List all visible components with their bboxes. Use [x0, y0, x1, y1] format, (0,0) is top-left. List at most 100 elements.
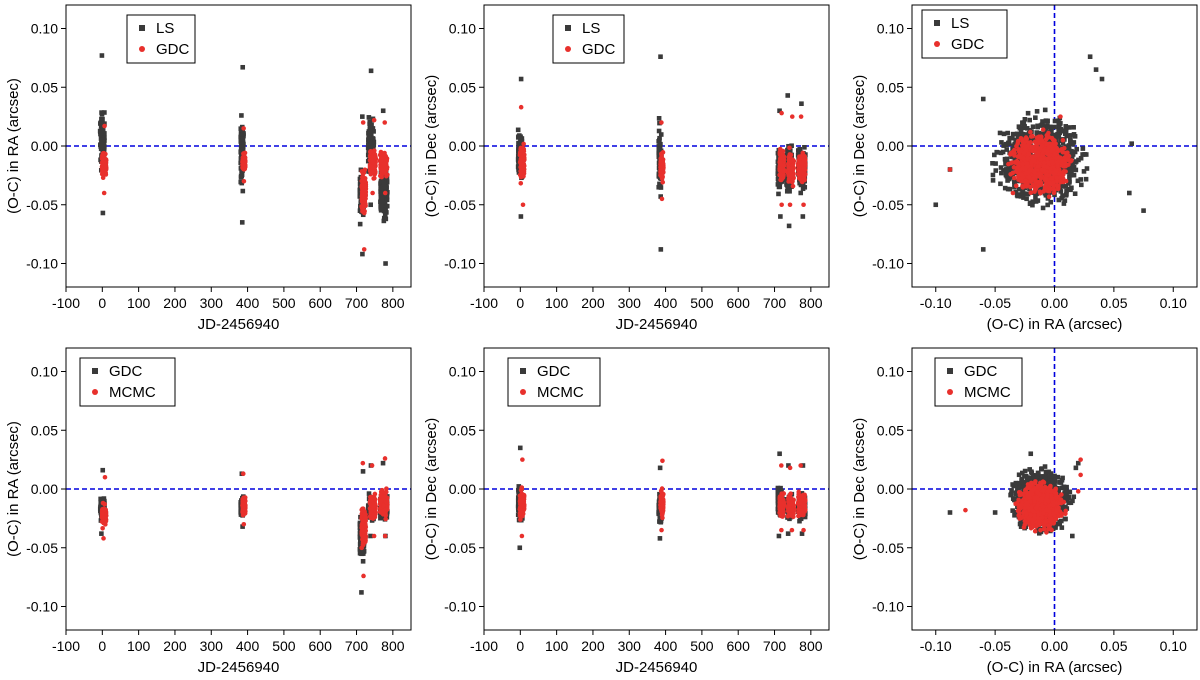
data-point-square — [1045, 202, 1050, 208]
data-point-square — [787, 188, 792, 194]
data-point-circle — [101, 167, 106, 173]
data-point-circle — [659, 153, 664, 159]
data-point-square — [1042, 129, 1048, 134]
data-point-circle — [1024, 136, 1030, 142]
data-point-square — [656, 128, 662, 134]
data-point-square — [1021, 195, 1026, 200]
data-point-square — [1024, 196, 1029, 202]
data-point-square — [785, 531, 791, 536]
data-point-square — [800, 214, 806, 219]
data-point-square — [383, 261, 388, 266]
x-tick-label: 400 — [236, 295, 260, 311]
data-point-square — [1056, 197, 1062, 203]
data-point-square — [1093, 67, 1099, 72]
data-point-square — [1010, 131, 1016, 137]
data-point-square — [1035, 123, 1040, 129]
data-point-square — [657, 138, 662, 143]
data-point-square — [518, 76, 524, 82]
data-point-circle — [361, 170, 367, 176]
data-point-circle — [1011, 175, 1017, 181]
data-point-square — [367, 126, 373, 132]
data-point-circle — [379, 494, 384, 499]
data-point-circle — [1058, 179, 1064, 185]
legend-box — [921, 9, 1008, 59]
data-point-square — [1045, 125, 1051, 130]
data-point-square — [384, 179, 390, 185]
data-point-square — [1141, 208, 1146, 213]
data-point-circle — [518, 104, 524, 110]
data-point-circle — [779, 202, 784, 208]
x-tick-label: 600 — [727, 295, 751, 311]
data-point-square — [240, 524, 245, 529]
data-point-circle — [1063, 150, 1069, 156]
data-point-square — [370, 144, 376, 150]
data-point-circle — [363, 188, 368, 194]
y-tick-label: -0.05 — [444, 197, 476, 213]
data-point-circle — [780, 151, 785, 157]
data-point-square — [102, 110, 107, 115]
data-point-square — [100, 210, 106, 216]
x-tick-label: -0.10 — [920, 295, 952, 311]
data-point-square — [1028, 200, 1033, 206]
x-tick-label: 100 — [127, 638, 151, 654]
data-point-square — [368, 533, 373, 539]
data-point-circle — [101, 190, 107, 196]
data-point-circle — [241, 521, 247, 527]
data-point-circle — [360, 175, 365, 180]
data-point-square — [658, 54, 663, 59]
data-point-square — [1084, 166, 1090, 171]
data-point-square — [1040, 205, 1046, 211]
data-point-square — [358, 543, 363, 548]
data-point-circle — [1015, 165, 1020, 170]
data-point-square — [371, 139, 376, 145]
data-point-square — [518, 136, 524, 141]
data-point-square — [98, 121, 103, 126]
data-point-square — [99, 124, 105, 130]
data-point-square — [1039, 122, 1045, 128]
data-point-circle — [100, 514, 105, 520]
data-point-square — [1020, 188, 1025, 194]
y-tick-label: 0.05 — [31, 422, 58, 438]
data-point-circle — [102, 123, 107, 129]
data-point-circle — [1015, 138, 1021, 144]
data-point-square — [240, 129, 246, 134]
data-point-square — [99, 111, 105, 117]
data-point-circle — [1046, 134, 1052, 140]
data-point-square — [1038, 184, 1043, 190]
data-point-square — [778, 485, 783, 491]
data-point-square — [1015, 135, 1021, 140]
data-point-square — [1069, 170, 1074, 176]
data-point-square — [990, 160, 995, 166]
data-point-square — [798, 190, 804, 196]
data-point-square — [370, 136, 376, 141]
data-point-circle — [1044, 181, 1049, 186]
data-point-square — [802, 145, 807, 150]
data-point-square — [1078, 182, 1084, 188]
data-point-circle — [371, 117, 377, 123]
data-point-square — [1071, 172, 1077, 178]
data-point-square — [1055, 118, 1061, 124]
data-point-square — [1060, 128, 1065, 133]
data-point-circle — [787, 145, 792, 151]
data-point-circle — [100, 175, 106, 181]
x-tick-label: 500 — [272, 295, 296, 311]
data-point-circle — [1008, 171, 1013, 177]
data-point-square — [378, 186, 383, 191]
x-tick-label: 0 — [98, 638, 106, 654]
data-point-circle — [1016, 177, 1021, 182]
data-point-square — [1075, 178, 1081, 184]
data-point-square — [776, 191, 781, 197]
data-point-circle — [371, 533, 377, 539]
data-point-circle — [359, 182, 365, 188]
data-point-square — [100, 137, 105, 142]
data-point-square — [518, 138, 524, 144]
data-point-square — [366, 491, 372, 496]
data-point-square — [240, 144, 246, 150]
data-point-circle — [1037, 189, 1043, 194]
data-point-square — [1004, 156, 1010, 162]
data-point-circle — [1025, 155, 1030, 161]
data-point-square — [99, 531, 104, 536]
data-point-square — [797, 146, 803, 152]
legend-box — [552, 14, 625, 64]
data-point-square — [800, 186, 806, 192]
